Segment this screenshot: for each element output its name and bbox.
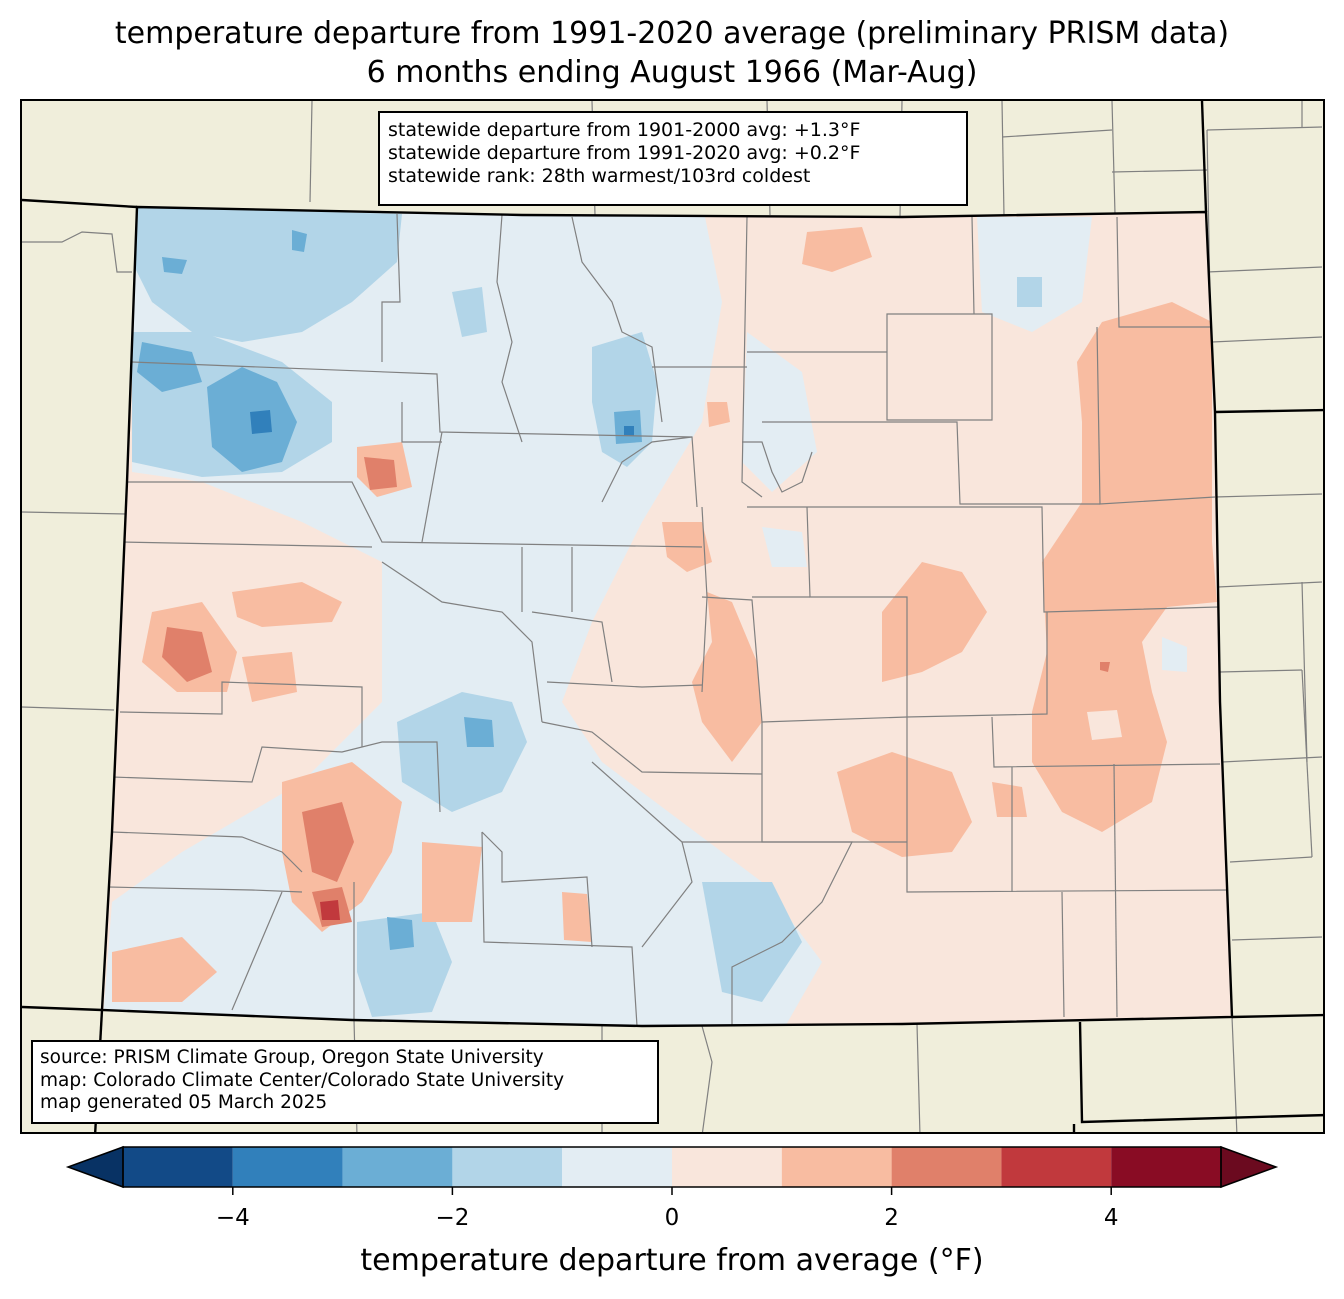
colorbar-tick-label: 0 bbox=[664, 1205, 680, 1231]
colorbar-tick-label: −4 bbox=[215, 1205, 250, 1231]
county-lines bbox=[106, 213, 1232, 1026]
map-title-line2: 6 months ending August 1966 (Mar-Aug) bbox=[366, 55, 978, 90]
colorbar-tick-label: 2 bbox=[884, 1205, 899, 1231]
source-line-prism: source: PRISM Climate Group, Oregon Stat… bbox=[40, 1047, 544, 1068]
colorbar-swatch bbox=[452, 1147, 563, 1187]
colorbar-swatch bbox=[672, 1147, 782, 1187]
source-box: source: PRISM Climate Group, Oregon Stat… bbox=[31, 1040, 659, 1124]
colorbar-swatch bbox=[781, 1147, 892, 1187]
source-line-map: map: Colorado Climate Center/Colorado St… bbox=[40, 1069, 565, 1091]
state-boundaries bbox=[22, 101, 1323, 1132]
colorbar-swatch bbox=[891, 1147, 1002, 1187]
temperature-field bbox=[102, 207, 1232, 1026]
colorbar-over-arrow bbox=[1220, 1145, 1279, 1189]
stats-line-departure-1901: statewide departure from 1901-2000 avg: … bbox=[388, 119, 861, 141]
colorbar bbox=[65, 1145, 1279, 1195]
stats-line-departure-1991: statewide departure from 1991-2020 avg: … bbox=[388, 142, 861, 164]
colorado-map bbox=[22, 101, 1323, 1132]
colorbar-swatch bbox=[562, 1147, 672, 1187]
colorbar-swatch bbox=[1111, 1147, 1221, 1187]
colorbar-label: temperature departure from average (°F) bbox=[360, 1243, 984, 1278]
map-panel bbox=[20, 99, 1325, 1134]
source-line-generated: map generated 05 March 2025 bbox=[40, 1092, 328, 1113]
colorbar-swatch bbox=[123, 1147, 233, 1187]
colorbar-swatch bbox=[232, 1147, 343, 1187]
colorbar-swatch bbox=[1001, 1147, 1112, 1187]
statewide-stats-box: statewide departure from 1901-2000 avg: … bbox=[378, 111, 968, 206]
colorbar-tick-label: −2 bbox=[435, 1205, 470, 1231]
colorbar-tick-label: 4 bbox=[1103, 1205, 1119, 1231]
map-title-line1: temperature departure from 1991-2020 ave… bbox=[114, 16, 1230, 51]
colorbar-under-arrow bbox=[65, 1145, 124, 1189]
colorbar-swatch bbox=[342, 1147, 453, 1187]
stats-line-rank: statewide rank: 28th warmest/103rd colde… bbox=[388, 165, 811, 187]
